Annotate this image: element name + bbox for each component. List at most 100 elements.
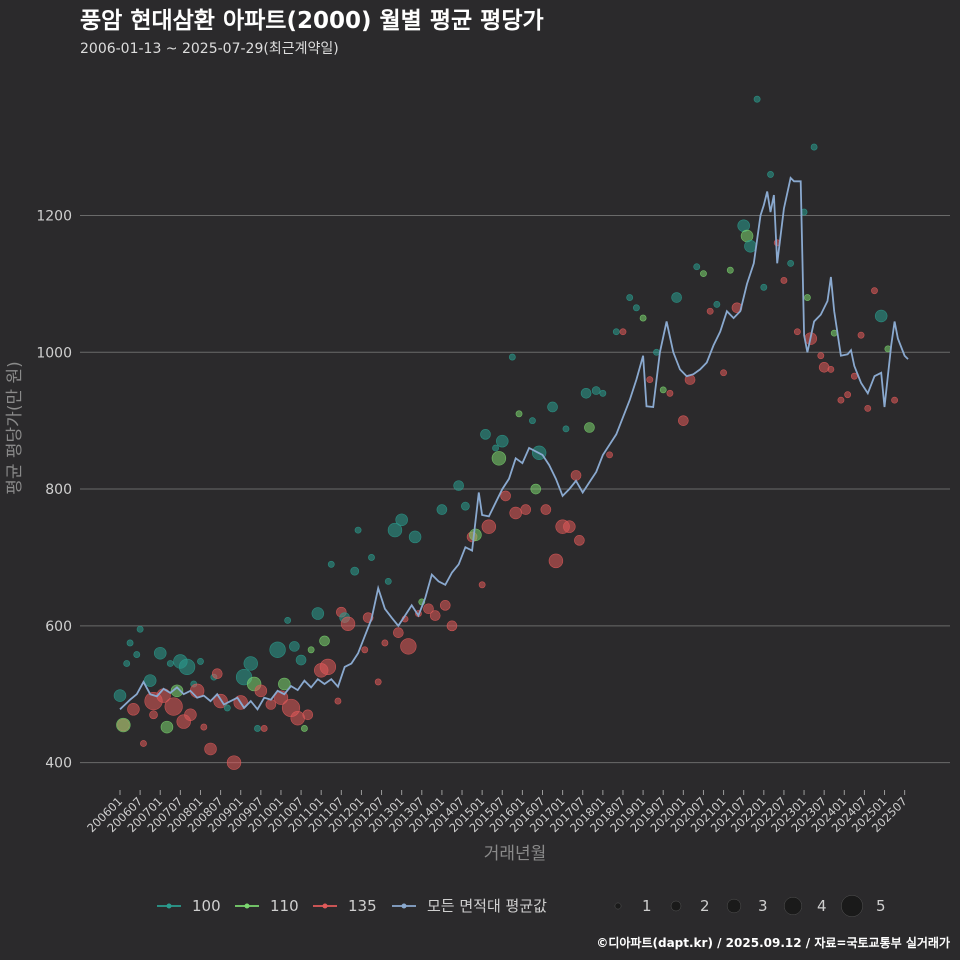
y-tick-label-1000: 1000 bbox=[36, 345, 72, 361]
data-point-135-25 bbox=[200, 723, 208, 731]
data-point-135-122 bbox=[678, 415, 689, 426]
data-point-135-101 bbox=[548, 553, 564, 569]
data-point-135-120 bbox=[666, 389, 674, 397]
data-point-110-84 bbox=[469, 528, 482, 542]
data-point-110-42 bbox=[278, 677, 291, 691]
data-point-100-82 bbox=[461, 501, 470, 511]
data-point-100-121 bbox=[671, 292, 682, 303]
data-point-110-53 bbox=[319, 635, 330, 647]
data-point-100-20 bbox=[178, 658, 196, 676]
data-point-100-30 bbox=[223, 704, 231, 712]
data-point-100-47 bbox=[295, 654, 307, 666]
data-point-135-104 bbox=[563, 520, 576, 533]
data-point-135-39 bbox=[265, 699, 277, 710]
data-point-135-105 bbox=[570, 470, 582, 481]
data-point-110-50 bbox=[307, 646, 315, 654]
y-axis-label: 평균 평당가(만 원) bbox=[5, 361, 25, 495]
legend-label-135: 135 bbox=[348, 897, 377, 915]
data-point-100-135 bbox=[760, 283, 768, 291]
chart-subtitle: 2006-01-13 ~ 2025-07-29(최근계약일) bbox=[80, 41, 339, 57]
data-point-135-77 bbox=[429, 610, 441, 621]
data-point-135-113 bbox=[619, 328, 627, 336]
data-point-100-68 bbox=[387, 522, 403, 538]
data-point-135-28 bbox=[211, 668, 223, 680]
data-point-110-17 bbox=[170, 684, 184, 698]
data-point-135-147 bbox=[827, 365, 835, 373]
data-point-100-70 bbox=[395, 513, 408, 527]
data-point-110-48 bbox=[301, 725, 308, 732]
data-point-100-43 bbox=[284, 616, 292, 624]
data-point-110-129 bbox=[726, 266, 734, 274]
data-point-100-36 bbox=[254, 725, 261, 732]
data-point-100-40 bbox=[269, 641, 286, 658]
data-point-100-6 bbox=[133, 651, 141, 658]
data-point-100-86 bbox=[480, 429, 491, 440]
data-point-100-3 bbox=[123, 660, 131, 667]
data-point-135-59 bbox=[340, 616, 356, 631]
data-point-135-38 bbox=[260, 725, 268, 732]
legend-size-label-3: 3 bbox=[758, 897, 768, 915]
data-point-100-112 bbox=[612, 328, 620, 336]
data-point-135-85 bbox=[478, 581, 486, 589]
data-point-100-81 bbox=[453, 480, 464, 491]
data-point-135-37 bbox=[254, 684, 268, 698]
legend-size-label-5: 5 bbox=[876, 897, 886, 915]
data-point-100-64 bbox=[368, 554, 375, 561]
data-point-100-4 bbox=[126, 639, 134, 647]
data-point-110-116 bbox=[639, 314, 647, 322]
legend-size-circle-4 bbox=[783, 896, 803, 916]
data-point-135-21 bbox=[184, 708, 197, 722]
data-point-135-56 bbox=[334, 697, 342, 705]
data-point-100-9 bbox=[143, 674, 157, 687]
legend-size-circle-2 bbox=[670, 900, 682, 912]
data-point-135-117 bbox=[646, 376, 654, 384]
data-point-110-89 bbox=[491, 451, 507, 466]
data-point-135-62 bbox=[361, 646, 369, 654]
data-point-100-60 bbox=[350, 566, 360, 576]
data-point-100-155 bbox=[874, 309, 888, 323]
chart-title: 풍암 현대삼환 아파트(2000) 월별 평균 평당가 bbox=[80, 8, 544, 34]
data-point-135-99 bbox=[540, 504, 552, 515]
data-point-135-145 bbox=[817, 352, 825, 360]
data-point-135-91 bbox=[500, 490, 511, 502]
data-point-135-157 bbox=[891, 396, 898, 404]
data-point-135-93 bbox=[509, 506, 522, 520]
data-point-100-114 bbox=[626, 294, 634, 301]
legend-size-circle-5 bbox=[841, 895, 863, 917]
y-tick-label-800: 800 bbox=[45, 482, 72, 498]
data-point-135-126 bbox=[706, 307, 714, 315]
data-point-135-150 bbox=[844, 391, 852, 399]
data-point-100-136 bbox=[767, 171, 774, 178]
legend-label-100: 100 bbox=[192, 897, 221, 915]
data-point-100-96 bbox=[529, 417, 536, 425]
data-point-100-51 bbox=[311, 607, 325, 620]
data-point-100-34 bbox=[243, 656, 258, 671]
footer-credit: ©디아파트(dapt.kr) / 2025.09.12 / 자료=국토교통부 실… bbox=[596, 935, 950, 950]
legend-dot-135 bbox=[322, 903, 328, 909]
data-point-135-138 bbox=[780, 277, 788, 284]
data-point-100-24 bbox=[197, 658, 204, 665]
data-point-110-14 bbox=[160, 720, 174, 734]
data-point-100-133 bbox=[744, 240, 757, 253]
data-point-100-78 bbox=[436, 504, 448, 515]
data-point-100-55 bbox=[327, 560, 335, 568]
data-point-135-140 bbox=[793, 328, 801, 336]
data-point-135-95 bbox=[520, 504, 532, 515]
y-tick-label-1200: 1200 bbox=[36, 208, 72, 224]
data-point-135-128 bbox=[720, 369, 727, 377]
data-point-110-2 bbox=[116, 717, 131, 733]
average-line-layer bbox=[119, 176, 909, 711]
legend-size-label-4: 4 bbox=[817, 897, 827, 915]
data-point-100-107 bbox=[580, 388, 592, 399]
data-point-135-111 bbox=[606, 451, 613, 459]
data-point-135-10 bbox=[149, 710, 158, 720]
data-point-135-31 bbox=[226, 755, 242, 770]
data-point-100-109 bbox=[591, 386, 601, 395]
y-tick-label-400: 400 bbox=[45, 756, 72, 772]
data-point-135-72 bbox=[400, 638, 417, 655]
legend: 100 110 135 모든 면적대 평균값 1 2 3 4 5 bbox=[157, 895, 886, 917]
legend-dot-110 bbox=[244, 903, 250, 909]
legend-size-circle-1 bbox=[614, 902, 622, 910]
data-point-100-61 bbox=[354, 526, 362, 534]
